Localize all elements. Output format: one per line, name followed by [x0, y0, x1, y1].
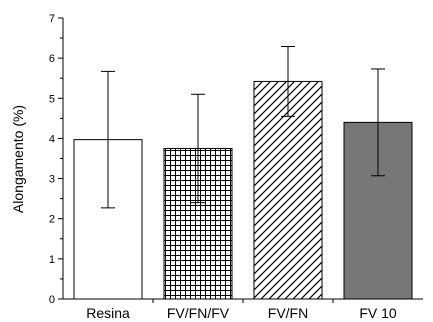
x-tick-label: FV/FN/FV	[167, 305, 230, 321]
bar-fv-10	[343, 121, 413, 300]
x-tick-label: FV/FN	[268, 305, 308, 321]
error-bar	[281, 46, 295, 117]
x-axis	[63, 298, 423, 303]
bar-fv-fn	[253, 80, 323, 300]
x-tick-label: FV 10	[359, 305, 397, 321]
x-tick-label: Resina	[86, 305, 130, 321]
y-tick-label: 0	[49, 294, 55, 306]
error-bar	[101, 70, 115, 209]
error-bar	[191, 93, 205, 204]
error-bars	[101, 46, 385, 209]
error-bar	[371, 68, 385, 177]
category-labels: Resina FV/FN/FV FV/FN FV 10	[86, 305, 397, 321]
y-axis-title: Alongamento (%)	[10, 105, 26, 213]
y-tick-label: 2	[49, 214, 55, 226]
y-tick-label: 3	[49, 174, 55, 186]
y-tick-label: 6	[49, 53, 55, 65]
y-tick-label: 4	[49, 133, 55, 145]
bars	[73, 80, 413, 300]
y-tick-label: 7	[49, 13, 55, 25]
y-axis: 0 1 2 3 4 5 6 7	[49, 13, 64, 306]
y-tick-label: 1	[49, 254, 55, 266]
y-tick-label: 5	[49, 93, 55, 105]
